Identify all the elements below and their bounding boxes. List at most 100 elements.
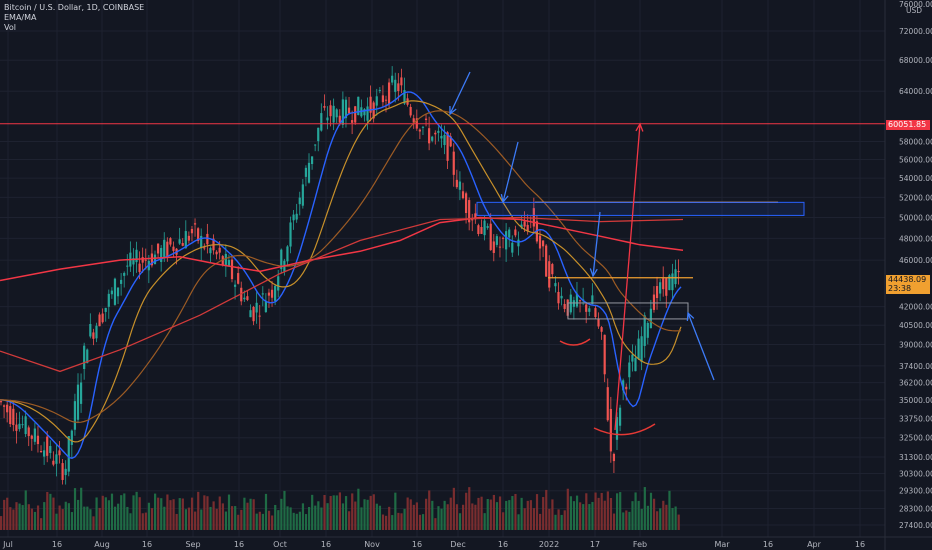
candle-body <box>9 406 12 425</box>
time-tick-label[interactable]: 16 <box>412 540 422 549</box>
volume-bar <box>354 501 357 530</box>
volume-bar <box>157 497 160 530</box>
time-tick-label[interactable]: Feb <box>633 540 647 549</box>
chart-legend: Bitcoin / U.S. Dollar, 1D, COINBASE EMA/… <box>4 3 144 33</box>
price-tick-label: 58000.00 <box>899 138 932 147</box>
volume-bar <box>640 508 643 530</box>
candle-body <box>240 287 243 302</box>
candle-body <box>218 247 221 253</box>
volume-bar <box>24 490 27 530</box>
time-tick-label[interactable]: 16 <box>498 540 508 549</box>
volume-bar <box>215 508 218 530</box>
volume-bar <box>656 511 659 530</box>
supply-zone-box[interactable] <box>476 201 805 216</box>
volume-bar <box>117 503 120 530</box>
time-tick-label[interactable]: 17 <box>590 540 600 549</box>
annotation-arrow-1[interactable] <box>449 71 471 115</box>
volume-bar <box>15 502 18 530</box>
candle-body <box>643 315 646 346</box>
price-tick-label: 30300.00 <box>899 470 932 479</box>
volume-bar <box>58 505 61 530</box>
candle-body <box>172 246 175 251</box>
range-box[interactable] <box>567 302 689 320</box>
annotation-arrow-2[interactable] <box>502 141 519 203</box>
candle-body <box>120 279 123 284</box>
volume-bar <box>388 506 391 530</box>
time-tick-label[interactable]: 2022 <box>539 540 559 549</box>
time-tick-label[interactable]: 16 <box>52 540 62 549</box>
annotation-curve-1[interactable] <box>559 338 591 346</box>
candle-body <box>150 253 154 266</box>
volume-bar <box>622 512 625 530</box>
candle-body <box>548 261 551 288</box>
time-tick-label[interactable]: Nov <box>364 540 380 549</box>
time-tick-label[interactable]: Oct <box>273 540 287 549</box>
candle-body <box>320 113 323 131</box>
candle-body <box>671 273 674 291</box>
volume-bar <box>33 511 37 530</box>
candle-body <box>369 96 372 113</box>
ema-indicator-label[interactable]: EMA/MA <box>4 13 37 22</box>
annotation-arrow-3[interactable] <box>592 211 601 277</box>
candle-body <box>600 327 603 332</box>
candle-countdown: 23:38 <box>886 284 930 294</box>
volume-bar <box>101 495 104 530</box>
candle-body <box>255 302 258 313</box>
candle-body <box>6 404 9 413</box>
candle-body <box>317 127 320 142</box>
volume-bar <box>52 497 55 530</box>
volume-bar <box>397 512 400 530</box>
candle-body <box>289 222 292 247</box>
volume-bar <box>468 487 471 530</box>
volume-bar <box>483 513 486 530</box>
candle-body <box>508 229 511 238</box>
time-tick-label[interactable]: Mar <box>714 540 730 549</box>
time-tick-label[interactable]: Dec <box>450 540 465 549</box>
volume-bar <box>348 511 351 530</box>
candle-body <box>0 401 3 403</box>
volume-bar <box>249 498 252 530</box>
target-arrow[interactable] <box>614 123 641 431</box>
candle-body <box>471 219 474 221</box>
candle-body <box>95 325 98 339</box>
volume-bar <box>495 502 499 530</box>
volume-bar <box>27 504 30 530</box>
volume-bar <box>671 507 674 530</box>
candle-body <box>21 424 24 426</box>
volume-bar <box>0 516 3 530</box>
time-tick-label[interactable]: Jul <box>2 540 13 549</box>
volume-bar <box>575 495 579 530</box>
candle-body <box>575 293 579 307</box>
ma-200-line <box>0 216 684 373</box>
candle-body <box>209 248 212 254</box>
volume-bar <box>535 494 539 530</box>
symbol-title: Bitcoin / U.S. Dollar, 1D, COINBASE <box>4 3 145 12</box>
candle-body <box>193 223 197 225</box>
time-tick-label[interactable]: Sep <box>185 540 200 549</box>
volume-bar <box>421 514 425 530</box>
volume-bar <box>120 495 123 530</box>
time-tick-label[interactable]: Apr <box>807 540 822 549</box>
time-tick-label[interactable]: 16 <box>763 540 773 549</box>
candle-body <box>27 427 30 437</box>
candle-body <box>132 258 135 265</box>
candle-body <box>634 357 637 372</box>
price-tick-label: 48000.00 <box>899 234 932 243</box>
time-tick-label[interactable]: 16 <box>234 540 244 549</box>
volume-indicator-label[interactable]: Vol <box>4 23 16 32</box>
time-tick-label[interactable]: 16 <box>855 540 865 549</box>
candle-body <box>332 105 335 123</box>
time-tick-label[interactable]: Aug <box>94 540 110 549</box>
annotation-arrow-4[interactable] <box>687 312 715 381</box>
candle-body <box>615 417 619 440</box>
volume-bar <box>381 514 385 530</box>
volume-bar <box>231 506 234 530</box>
annotation-curve-2[interactable] <box>593 423 656 436</box>
candle-body <box>434 132 437 135</box>
time-tick-label[interactable]: 16 <box>142 540 152 549</box>
time-tick-label[interactable]: 16 <box>321 540 331 549</box>
annotation-arrow-4-head <box>686 311 695 322</box>
candle-body <box>391 75 394 83</box>
volume-bar <box>135 491 138 530</box>
